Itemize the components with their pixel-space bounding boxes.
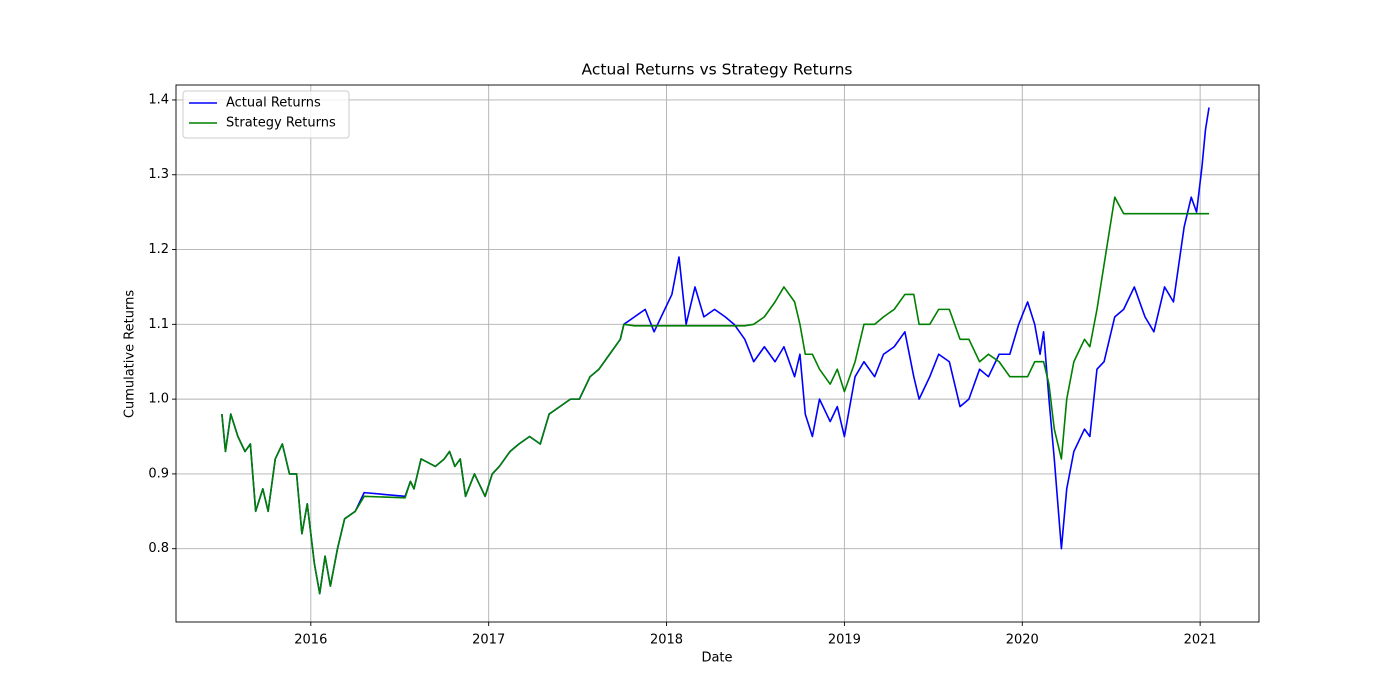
data-line	[221, 196, 1210, 595]
x-tick-label: 2016	[294, 633, 327, 648]
x-tick-label: 2020	[1006, 633, 1039, 648]
y-tick-label: 1.1	[148, 317, 169, 332]
chart-title: Actual Returns vs Strategy Returns	[582, 61, 853, 79]
y-tick-label: 1.3	[148, 167, 169, 182]
legend: Actual Returns Strategy Returns	[182, 90, 350, 139]
y-axis-label: Cumulative Returns	[123, 290, 138, 418]
y-tick-label: 1.2	[148, 242, 169, 257]
ticks: 2016 2017 2018 2019 2020 2021 0.8 0.9 1.0 1.1 1.2 1…	[148, 92, 1216, 647]
legend-label: Strategy Returns	[226, 116, 336, 131]
y-tick-label: 1.0	[148, 392, 169, 407]
y-tick-label: 0.9	[148, 466, 169, 481]
x-axis-label: Date	[701, 651, 732, 666]
y-tick-label: 0.8	[148, 541, 169, 556]
x-tick-label: 2017	[472, 633, 505, 648]
axes-frame	[175, 84, 1260, 623]
x-tick-label: 2021	[1184, 633, 1217, 648]
x-tick-label: 2019	[828, 633, 861, 648]
x-tick-label: 2018	[650, 633, 683, 648]
grid	[176, 85, 1259, 622]
legend-label: Actual Returns	[226, 96, 321, 111]
legend-box	[182, 90, 350, 139]
plot-lines	[221, 107, 1210, 595]
y-tick-label: 1.4	[148, 92, 169, 107]
